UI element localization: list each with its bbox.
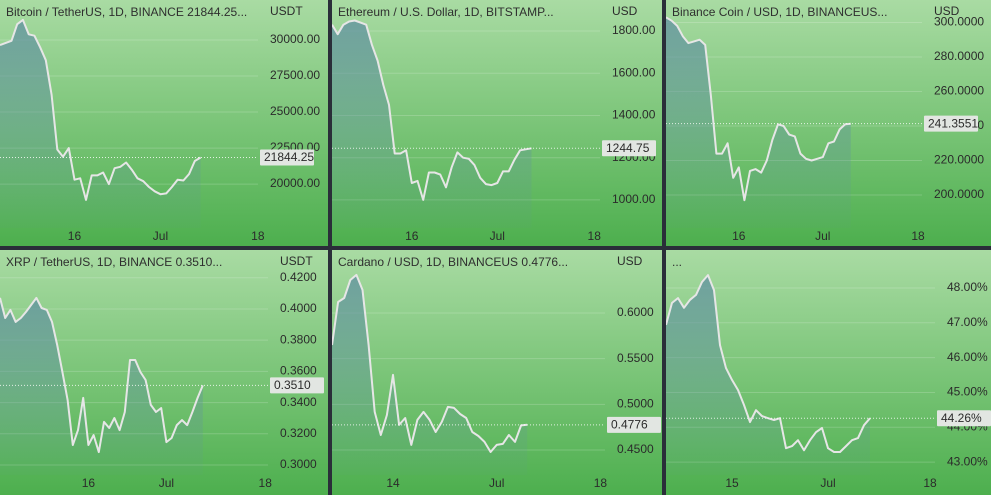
chart-panel: 16Jul18200.0000220.0000240.0000260.00002… bbox=[666, 0, 991, 246]
x-tick-label: Jul bbox=[153, 229, 168, 243]
last-price-box bbox=[260, 149, 314, 166]
y-tick-label: 27500.00 bbox=[270, 68, 320, 82]
y-tick-label: 280.0000 bbox=[934, 49, 984, 63]
chart-panel: 16 Jul 18 0.3000 0.3200 0.3400 0.3600 0.3800 0.4… bbox=[0, 250, 328, 495]
x-tick-label: 15 bbox=[725, 476, 739, 490]
chart-panel: 14 Jul 18 0.4500 0.5000 0.5500 0.6000 0.4776 USD… bbox=[332, 250, 662, 495]
y-tick-label: 1400.00 bbox=[612, 108, 656, 122]
x-tick-label: 16 bbox=[405, 229, 419, 243]
x-tick-label: 18 bbox=[259, 476, 273, 490]
chart-title: Cardano / USD, 1D, BINANCEUS 0.4776... bbox=[338, 255, 568, 269]
price-line bbox=[0, 296, 204, 454]
currency-label: USDT bbox=[270, 4, 303, 18]
x-tick-label: 16 bbox=[68, 229, 82, 243]
y-tick-label: 0.6000 bbox=[617, 305, 654, 319]
y-tick-label: 0.3200 bbox=[280, 426, 317, 440]
chart-panel: 15 Jul 1843.00%44.00%45.00%46.00%47.00%48.… bbox=[666, 250, 991, 495]
y-tick-label: 47.00% bbox=[947, 315, 988, 329]
y-tick-label: 46.00% bbox=[947, 350, 988, 364]
y-tick-label: 0.3800 bbox=[280, 332, 317, 346]
y-tick-label: 1600.00 bbox=[612, 65, 656, 79]
x-tick-label: 18 bbox=[588, 229, 602, 243]
currency-label: USDT bbox=[280, 254, 313, 268]
last-price-label: 21844.25 bbox=[264, 150, 314, 164]
y-tick-label: 0.4000 bbox=[280, 301, 317, 315]
currency-label: USD bbox=[612, 4, 638, 18]
currency-label: USD bbox=[617, 254, 643, 268]
y-tick-label: 43.00% bbox=[947, 454, 988, 468]
last-price-box bbox=[270, 377, 324, 394]
y-tick-label: 260.0000 bbox=[934, 84, 984, 98]
y-tick-label: 0.5000 bbox=[617, 397, 654, 411]
area bbox=[0, 19, 201, 229]
chart-title: Binance Coin / USD, 1D, BINANCEUS... bbox=[672, 5, 887, 19]
area bbox=[332, 20, 532, 228]
chart-title: Ethereum / U.S. Dollar, 1D, BITSTAMP... bbox=[338, 5, 554, 19]
last-price-label: 1244.75 bbox=[606, 141, 650, 155]
y-tick-label: 220.0000 bbox=[934, 153, 984, 167]
y-tick-label: 0.4500 bbox=[617, 442, 654, 456]
last-price-box bbox=[602, 140, 656, 157]
currency-label: USD bbox=[934, 4, 960, 18]
y-tick-label: 0.3400 bbox=[280, 395, 317, 409]
last-price-label: 0.3510 bbox=[274, 378, 311, 392]
y-tick-label: 0.5500 bbox=[617, 351, 654, 365]
x-tick-label: 16 bbox=[732, 229, 746, 243]
y-tick-label: 200.0000 bbox=[934, 187, 984, 201]
price-line bbox=[332, 273, 528, 453]
x-tick-label: 18 bbox=[251, 229, 265, 243]
y-tick-label: 25000.00 bbox=[270, 104, 320, 118]
x-tick-label: 14 bbox=[386, 476, 400, 490]
x-tick-label: 18 bbox=[923, 476, 937, 490]
price-line bbox=[332, 19, 532, 201]
y-tick-label: 0.3000 bbox=[280, 457, 317, 471]
chart-title: Bitcoin / TetherUS, 1D, BINANCE 21844.25… bbox=[6, 5, 247, 19]
last-price-box bbox=[607, 416, 661, 433]
y-tick-label: 45.00% bbox=[947, 385, 988, 399]
y-tick-label: 300.0000 bbox=[934, 15, 984, 29]
price-line bbox=[666, 16, 851, 202]
x-tick-label: Jul bbox=[489, 476, 504, 490]
y-tick-label: 0.3600 bbox=[280, 364, 317, 378]
x-tick-label: Jul bbox=[159, 476, 174, 490]
y-tick-label: 20000.00 bbox=[270, 176, 320, 190]
last-price-box bbox=[924, 115, 978, 132]
x-tick-label: 16 bbox=[82, 476, 96, 490]
chart-panel: 16 Jul 1820000.0022500.0025000.0027500.003… bbox=[0, 0, 328, 246]
area bbox=[666, 17, 851, 228]
y-tick-label: 1000.00 bbox=[612, 192, 656, 206]
chart-panel: 16 Jul 181000.001200.001400.001600.001800.… bbox=[332, 0, 662, 246]
area bbox=[0, 297, 203, 475]
x-tick-label: Jul bbox=[815, 229, 830, 243]
last-price-label: 241.3551 bbox=[928, 116, 978, 130]
x-tick-label: 18 bbox=[911, 229, 925, 243]
chart-title: XRP / TetherUS, 1D, BINANCE 0.3510... bbox=[6, 255, 222, 269]
last-price-box bbox=[937, 410, 991, 427]
y-tick-label: 1800.00 bbox=[612, 23, 656, 37]
x-tick-label: 18 bbox=[594, 476, 608, 490]
chart-title: ... bbox=[672, 255, 682, 269]
last-price-label: 44.26% bbox=[941, 411, 982, 425]
x-tick-label: Jul bbox=[820, 476, 835, 490]
y-tick-label: 0.4200 bbox=[280, 270, 317, 284]
price-line bbox=[0, 18, 202, 201]
x-tick-label: Jul bbox=[490, 229, 505, 243]
last-price-label: 0.4776 bbox=[611, 417, 648, 431]
y-tick-label: 48.00% bbox=[947, 280, 988, 294]
y-tick-label: 30000.00 bbox=[270, 32, 320, 46]
